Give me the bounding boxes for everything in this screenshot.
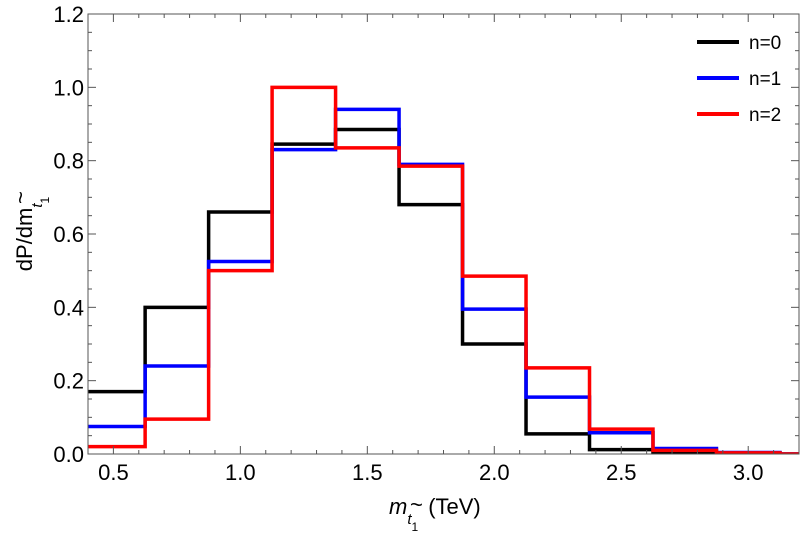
svg-text:dP/dmt1: dP/dmt1 <box>12 196 52 271</box>
y-tick-label: 1.0 <box>53 75 84 100</box>
series-line-n=2 <box>88 85 799 454</box>
x-axis-title-sub-index: 1 <box>412 520 419 533</box>
legend-label-n=1: n=1 <box>749 69 781 90</box>
x-axis-title-sub-t: t <box>407 511 412 528</box>
ticks-layer: 0.5 1.0 1.5 2.0 2.5 3.0 0.0 0.2 0.4 0.6 0.8 1.0 1.2 <box>53 2 800 485</box>
x-axis-title-tilde: ~ <box>410 492 423 517</box>
x-tick-label: 1.0 <box>225 460 256 485</box>
y-axis-title-sub-t: t <box>29 203 46 208</box>
y-axis-title-main: dP/dm <box>12 208 37 272</box>
x-axis-title-unit: (TeV) <box>428 494 481 519</box>
series-line-n=1 <box>88 107 799 454</box>
y-tick-label: 0.6 <box>53 222 84 247</box>
x-axis-title-main: m <box>389 494 407 519</box>
y-tick-label: 0.0 <box>53 442 84 467</box>
y-tick-label: 0.8 <box>53 149 84 174</box>
x-tick-label: 1.5 <box>352 460 383 485</box>
y-tick-label: 1.2 <box>53 2 84 27</box>
legend-label-n=2: n=2 <box>749 105 781 126</box>
x-tick-label: 2.0 <box>479 460 510 485</box>
legend-label-n=0: n=0 <box>749 33 781 54</box>
y-axis-title-tilde: ~ <box>8 191 33 204</box>
y-axis-title: dP/dmt1 ~ <box>8 191 52 271</box>
y-tick-label: 0.4 <box>53 295 84 320</box>
x-tick-label: 3.0 <box>733 460 764 485</box>
svg-text:mt1(TeV): mt1 (TeV) <box>389 494 481 533</box>
x-axis-title: mt1 (TeV) ~ <box>389 492 481 533</box>
series-layer <box>88 85 799 454</box>
y-axis-title-sub-index: 1 <box>38 196 52 203</box>
legend: n=0 n=1 n=2 <box>697 33 781 126</box>
series-line-n=0 <box>88 127 799 454</box>
y-tick-label: 0.2 <box>53 369 84 394</box>
plot-frame <box>87 13 800 455</box>
x-tick-label: 0.5 <box>98 460 129 485</box>
x-tick-label: 2.5 <box>606 460 637 485</box>
